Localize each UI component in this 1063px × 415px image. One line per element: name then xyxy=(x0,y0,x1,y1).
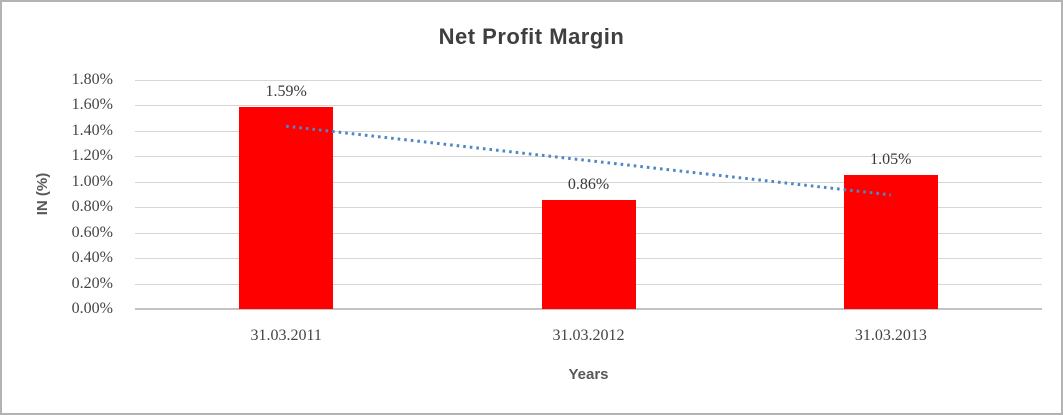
y-tick-label: 0.80% xyxy=(71,198,113,216)
x-tick-label: 31.03.2012 xyxy=(552,327,625,344)
bar-31.03.2011[interactable] xyxy=(239,106,334,309)
y-tick-label: 1.60% xyxy=(71,96,113,114)
y-tick-label: 1.00% xyxy=(71,172,113,190)
y-tick-label: 1.20% xyxy=(71,147,113,165)
bar-value-label: 0.86% xyxy=(567,175,610,193)
x-tick-label: 31.03.2011 xyxy=(250,327,322,344)
gridline xyxy=(135,80,1042,81)
bar-31.03.2013[interactable] xyxy=(843,175,938,309)
y-tick-label: 1.80% xyxy=(71,71,113,88)
trendline-path xyxy=(285,124,892,197)
gridline xyxy=(135,181,1042,183)
x-axis-title: Years xyxy=(568,366,609,383)
x-axis-line xyxy=(135,308,1042,310)
bar-value-label: 1.59% xyxy=(265,82,307,100)
y-tick-label: 1.40% xyxy=(71,121,113,139)
plot-area: 1.59% 0.86% 1.05% xyxy=(135,80,1042,310)
gridline xyxy=(135,130,1042,132)
y-tick-label: 0.20% xyxy=(71,274,113,292)
y-tick-label: 0.00% xyxy=(71,300,113,317)
x-tick-label: 31.03.2013 xyxy=(854,327,927,344)
bar-31.03.2012[interactable] xyxy=(541,199,636,309)
y-tick-label: 0.60% xyxy=(71,223,113,241)
gridline xyxy=(135,105,1042,107)
bar-value-label: 1.05% xyxy=(870,151,912,169)
chart-title: Net Profit Margin xyxy=(438,24,625,49)
y-tick-label: 0.40% xyxy=(71,249,113,267)
gridline xyxy=(135,156,1042,158)
trendline xyxy=(285,124,892,197)
